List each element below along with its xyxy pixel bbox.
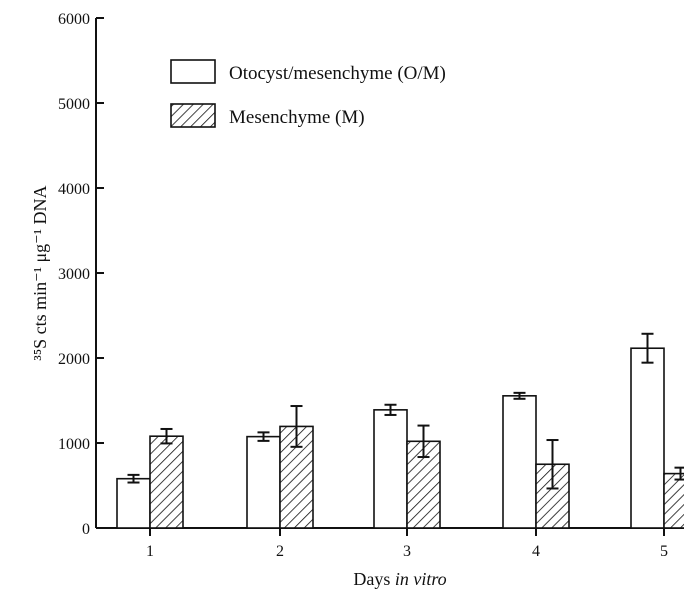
- x-tick-label: 3: [403, 543, 411, 560]
- x-axis-title: Days in vitro: [353, 569, 446, 589]
- bar-group: [116, 332, 684, 529]
- legend-swatch-otocyst-mesenchyme: [170, 59, 216, 84]
- legend-swatch-mesenchyme: [170, 103, 216, 128]
- y-tick-label: 6000: [58, 11, 90, 28]
- x-tick-label: 4: [532, 543, 540, 560]
- legend-label-mesenchyme: Mesenchyme (M): [229, 107, 365, 128]
- x-axis-title-prefix: Days: [353, 569, 395, 589]
- error-bar-otocyst-mesenchyme: [513, 391, 526, 400]
- y-tick-label: 0: [82, 521, 90, 538]
- x-tick-group: 1 2 3 4 5: [146, 528, 668, 560]
- x-tick-label: 2: [276, 543, 284, 560]
- error-bar-mesenchyme: [160, 427, 173, 445]
- error-bar-otocyst-mesenchyme: [641, 332, 654, 364]
- error-bar-mesenchyme: [417, 424, 430, 459]
- legend-label-otocyst-mesenchyme: Otocyst/mesenchyme (O/M): [229, 63, 446, 84]
- x-axis: 1 2 3 4 5: [96, 527, 684, 560]
- error-bar-mesenchyme: [674, 466, 684, 481]
- y-tick-group: 0 1000 2000 3000 4000 5000 6000: [58, 11, 104, 538]
- error-bar-mesenchyme: [546, 439, 559, 490]
- y-tick-label: 5000: [58, 96, 90, 113]
- bar-mesenchyme: [663, 472, 684, 529]
- error-bar-mesenchyme: [290, 405, 303, 448]
- legend: Otocyst/mesenchyme (O/M) Mesenchyme (M): [170, 59, 446, 128]
- bar-mesenchyme: [149, 435, 184, 529]
- bar-otocyst-mesenchyme: [502, 395, 537, 529]
- error-bar-otocyst-mesenchyme: [127, 473, 140, 484]
- y-tick-label: 3000: [58, 266, 90, 283]
- y-tick-label: 1000: [58, 436, 90, 453]
- bar-otocyst-mesenchyme: [630, 347, 665, 529]
- bar-otocyst-mesenchyme: [246, 435, 281, 529]
- y-axis-title: ³⁵S cts min⁻¹ μg⁻¹ DNA: [30, 185, 50, 360]
- x-tick-label: 1: [146, 543, 154, 560]
- bar-otocyst-mesenchyme: [116, 477, 151, 529]
- y-tick-label: 2000: [58, 351, 90, 368]
- y-tick-label: 4000: [58, 181, 90, 198]
- error-bar-otocyst-mesenchyme: [384, 403, 397, 416]
- y-axis: 0 1000 2000 3000 4000 5000 6000: [58, 11, 104, 538]
- x-axis-title-italic: in vitro: [395, 569, 447, 589]
- x-tick-label: 5: [660, 543, 668, 560]
- bar-otocyst-mesenchyme: [373, 409, 408, 529]
- error-bar-otocyst-mesenchyme: [257, 431, 270, 442]
